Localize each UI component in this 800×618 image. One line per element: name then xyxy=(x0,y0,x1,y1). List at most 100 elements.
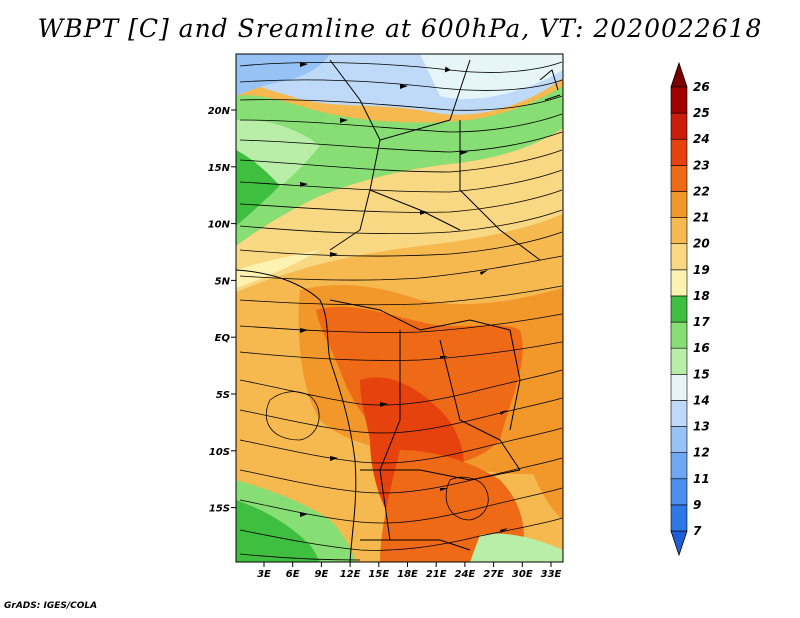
lon-tick-label: 21E xyxy=(426,569,447,580)
colorbar-label: 24 xyxy=(693,132,710,146)
colorbar-label: 19 xyxy=(693,263,710,277)
border-b xyxy=(379,59,471,141)
lon-tick-label: 15E xyxy=(368,569,389,580)
border-a xyxy=(329,59,381,251)
border-f xyxy=(379,330,401,541)
colorbar-swatch xyxy=(670,504,688,532)
arrow xyxy=(500,410,508,415)
lat-tick-label: EQ xyxy=(215,333,231,344)
colorbar-label: 16 xyxy=(693,341,710,355)
colorbar-max-triangle xyxy=(670,61,688,88)
streamline xyxy=(239,427,563,464)
colorbar-swatch xyxy=(670,478,688,506)
arrow xyxy=(330,252,338,257)
colorbar-label: 9 xyxy=(693,498,701,512)
colorbar-swatch xyxy=(670,86,688,114)
streamline-eddy xyxy=(265,391,320,441)
border-e xyxy=(329,299,511,331)
colorbar-label: 17 xyxy=(693,315,710,329)
region-east-warm xyxy=(520,400,563,520)
streamline xyxy=(239,131,563,153)
lat-tick-label: 15S xyxy=(209,504,230,515)
coast-ne xyxy=(539,69,561,101)
colorbar-label: 21 xyxy=(693,211,710,225)
lon-tick-label: 33E xyxy=(541,569,562,580)
colorbar-label: 12 xyxy=(693,446,710,460)
arrow xyxy=(400,84,408,89)
colorbar-swatch xyxy=(670,321,688,349)
colorbar-label: 7 xyxy=(693,524,702,538)
streamline xyxy=(239,457,563,494)
region-sahel-darkgreen xyxy=(236,150,280,226)
region-southwest-darkgreen xyxy=(236,500,320,562)
colorbar-swatch xyxy=(670,191,688,218)
border-g xyxy=(439,339,521,471)
streamline xyxy=(239,397,563,434)
colorbar-swatch xyxy=(670,373,688,401)
lat-tick-label: 10S xyxy=(209,447,230,458)
region-congo-hot xyxy=(316,306,523,464)
streamline xyxy=(239,255,563,281)
arrow xyxy=(380,402,388,407)
streamline xyxy=(239,285,563,306)
arrow xyxy=(460,150,468,155)
lon-tick-label: 24E xyxy=(455,569,476,580)
lon-tick-label: 9E xyxy=(315,569,329,580)
colorbar-swatch xyxy=(670,243,688,271)
region-southeast-green xyxy=(470,533,563,562)
colorbar-label: 15 xyxy=(693,367,710,381)
arrow xyxy=(300,328,308,333)
colorbar-label: 22 xyxy=(693,184,710,198)
arrow xyxy=(300,182,308,187)
lon-tick-label: 18E xyxy=(397,569,418,580)
colorbar-label: 14 xyxy=(693,393,710,407)
region-paleyellow xyxy=(236,250,320,288)
coastline-west xyxy=(236,269,357,562)
arrow xyxy=(330,456,338,461)
streamline xyxy=(239,487,563,524)
streamline xyxy=(239,79,563,91)
arrow xyxy=(340,118,348,123)
streamlines xyxy=(239,61,563,561)
lon-tick-label: 27E xyxy=(483,569,504,580)
lon-axis: 3E 6E 9E 12E 15E 18E 21E 24E 27E 30E 33E xyxy=(257,562,562,580)
arrow xyxy=(300,512,308,517)
colorbar-swatch xyxy=(670,217,688,245)
streamline xyxy=(239,209,563,235)
lon-tick-label: 3E xyxy=(257,569,271,580)
map-plot-area xyxy=(236,54,563,562)
colorbar-swatch xyxy=(670,165,688,192)
lat-tick-label: 10N xyxy=(208,220,231,231)
colorbar-label: 20 xyxy=(693,237,710,251)
arrow xyxy=(420,210,428,215)
streamline xyxy=(239,95,563,111)
streamline xyxy=(239,149,563,173)
colorbar-label: 13 xyxy=(693,420,710,434)
lon-tick-label: 6E xyxy=(286,569,300,580)
streamline xyxy=(239,231,563,257)
lake-border xyxy=(509,329,521,431)
lat-tick-label: 5N xyxy=(215,276,231,287)
colorbar-swatch xyxy=(670,112,688,140)
lat-tick-label: 15N xyxy=(208,163,231,174)
streamline xyxy=(239,341,563,361)
colorbar-label: 18 xyxy=(693,289,710,303)
streamline xyxy=(239,553,361,561)
credit-label: GrADS: IGES/COLA xyxy=(4,601,98,611)
streamline-arrows xyxy=(300,62,508,533)
colorbar-label: 26 xyxy=(693,80,710,94)
colorbar-label: 25 xyxy=(693,106,710,120)
border-h xyxy=(360,469,521,481)
streamline xyxy=(239,517,563,551)
region-sahel-green xyxy=(236,86,563,246)
streamline xyxy=(239,313,563,333)
colorbar-swatch xyxy=(670,452,688,480)
arrow xyxy=(440,356,448,359)
lat-axis: 20N 15N 10N 5N EQ 5S 10S 15S xyxy=(208,106,236,515)
streamline-eddy xyxy=(445,476,489,521)
streamline xyxy=(239,61,563,73)
colorbar: 7 9 11 12 13 14 15 16 17 18 19 20 21 22 23 24 25 26 xyxy=(670,61,710,557)
lat-tick-label: 20N xyxy=(208,106,231,117)
arrow xyxy=(440,488,448,491)
region-north-pale xyxy=(420,54,563,99)
